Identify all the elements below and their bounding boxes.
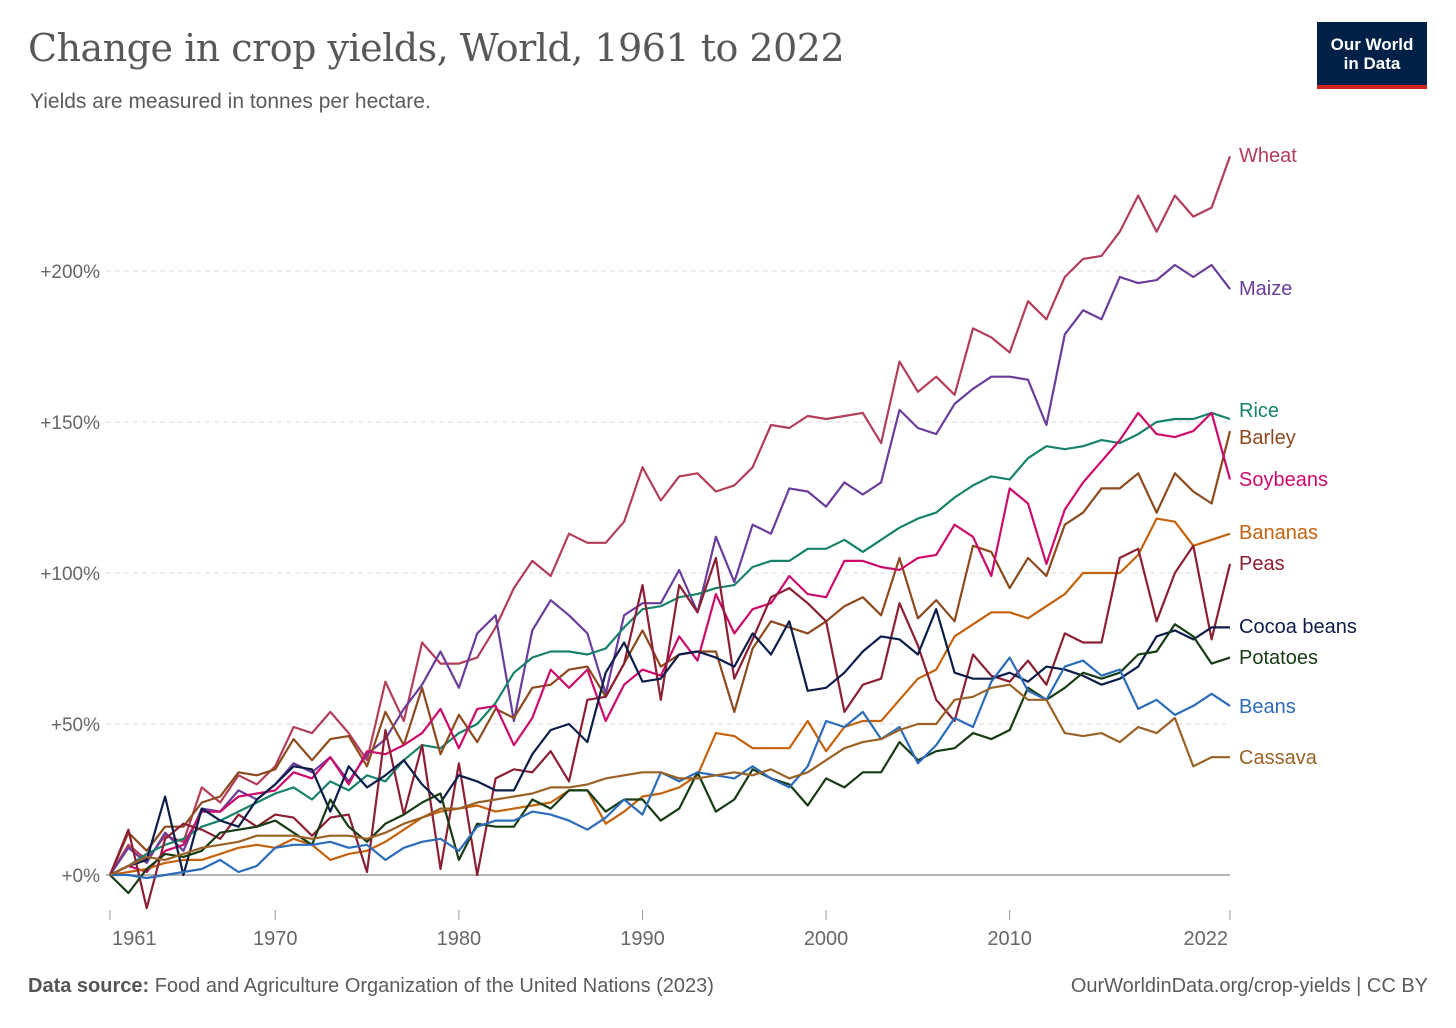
series-label-wheat[interactable]: Wheat: [1239, 145, 1297, 167]
chart-subtitle: Yields are measured in tonnes per hectar…: [30, 90, 431, 113]
series-line-cocoa-beans[interactable]: [109, 608, 1230, 877]
series-line-maize[interactable]: [109, 263, 1231, 876]
series-line-wheat[interactable]: [109, 155, 1232, 876]
series-line-bananas[interactable]: [109, 517, 1231, 877]
series-labels: Wheat Maize Rice Barley Soybeans Bananas Peas C…: [1239, 145, 1357, 769]
series-label-soybeans[interactable]: Soybeans: [1239, 469, 1328, 491]
x-tick-label: 1980: [437, 928, 482, 950]
logo-line-1: Our World: [1330, 35, 1414, 54]
series-label-peas[interactable]: Peas: [1239, 553, 1285, 575]
series-label-beans[interactable]: Beans: [1239, 696, 1296, 718]
series-line-barley[interactable]: [108, 430, 1232, 876]
series-line-cassava[interactable]: [109, 683, 1230, 876]
series-label-barley[interactable]: Barley: [1239, 427, 1296, 449]
chart-title: Change in crop yields, World, 1961 to 20…: [28, 26, 845, 70]
source-url-link[interactable]: OurWorldinData.org/crop-yields | CC BY: [1070, 975, 1428, 997]
x-axis: 1961 1970 1980 1990 2000 2010 2022: [109, 910, 1231, 950]
series-line-beans[interactable]: [110, 656, 1231, 880]
y-axis-tick-labels: +0% +50% +100% +150% +200%: [40, 262, 100, 887]
y-tick-label: +50%: [51, 715, 100, 736]
series-line-soybeans[interactable]: [109, 411, 1232, 876]
x-tick-label: 2000: [804, 928, 849, 950]
y-tick-label: +0%: [61, 866, 100, 887]
x-tick-label: 2010: [987, 928, 1032, 950]
series-label-cocoa-beans[interactable]: Cocoa beans: [1239, 616, 1357, 638]
data-source-text: Food and Agriculture Organization of the…: [154, 975, 714, 997]
series-label-rice[interactable]: Rice: [1239, 400, 1279, 422]
x-tick-label: 1990: [620, 928, 665, 950]
y-tick-label: +200%: [40, 262, 100, 283]
series-label-cassava[interactable]: Cassava: [1239, 747, 1318, 769]
owid-logo[interactable]: Our World in Data: [1317, 22, 1427, 89]
y-tick-label: +100%: [40, 564, 100, 585]
series-label-potatoes[interactable]: Potatoes: [1239, 647, 1318, 669]
x-tick-label: 1970: [253, 928, 298, 950]
x-tick-label: 2022: [1184, 928, 1229, 950]
logo-line-2: in Data: [1343, 54, 1401, 73]
x-tick-label: 1961: [112, 928, 157, 950]
series-line-peas[interactable]: [108, 544, 1232, 910]
series-label-maize[interactable]: Maize: [1239, 278, 1292, 300]
y-tick-label: +150%: [40, 413, 100, 434]
series-lines: [108, 155, 1232, 910]
data-source: Data source: Food and Agriculture Organi…: [28, 975, 714, 998]
series-line-rice[interactable]: [109, 411, 1231, 876]
line-chart: +0% +50% +100% +150% +200% 1961 1970 1980 1990 2…: [40, 145, 1357, 950]
series-label-bananas[interactable]: Bananas: [1239, 522, 1318, 544]
data-source-label: Data source:: [28, 975, 150, 997]
